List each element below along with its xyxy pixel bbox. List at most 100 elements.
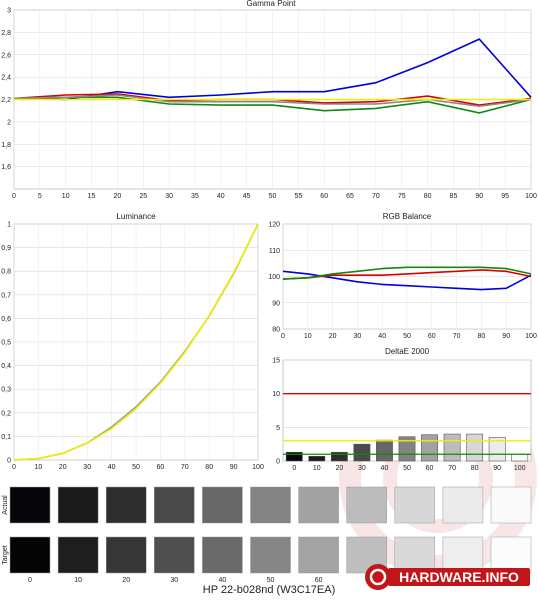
swatch-step-label: 50 [267,577,275,584]
deltae-bar [443,433,461,462]
gamma-y-tick-label: 2 [7,119,11,126]
gamma-x-tick-label: 5 [38,193,42,200]
swatch-step-label: 0 [28,577,32,584]
gamma-x-tick-label: 20 [114,193,122,200]
swatch-step-label: 30 [170,577,178,584]
gamma-y-tick-label: 2,4 [1,75,11,82]
actual-swatch [346,486,387,524]
deltae-x-tick-label: 90 [493,465,501,472]
grayscale-swatches: Actual Target 0 10 20 30 40 50 60 [2,486,532,584]
luminance-y-tick-label: 0,4 [1,363,11,370]
rgb-y-tick-label: 100 [268,274,280,281]
rgb-x-tick-label: 70 [453,333,461,340]
gamma-x-tick-label: 40 [217,193,225,200]
deltae-bar [511,453,529,462]
deltae-x-tick-label: 70 [448,465,456,472]
gamma-x-tick-label: 35 [191,193,199,200]
target-swatch [490,536,532,574]
rgb-x-tick-label: 80 [478,333,486,340]
actual-swatch [57,486,99,524]
luminance-y-tick-label: 0,9 [1,245,11,252]
deltae-x-ticks: 0 10 20 30 40 50 60 70 80 90 100 [292,465,525,472]
gamma-x-tick-label: 15 [88,193,96,200]
luminance-y-tick-label: 1 [7,222,11,229]
gamma-chart-title: Gamma Point [247,0,297,8]
luminance-x-tick-label: 30 [83,464,91,471]
luminance-x-tick-label: 70 [181,464,189,471]
actual-swatch [9,486,51,524]
actual-swatch [105,486,147,524]
actual-swatch [394,486,436,524]
target-swatch [298,536,339,574]
deltae-x-tick-label: 0 [292,465,296,472]
rgb-y-tick-label: 80 [272,327,280,334]
rgb-y-tick-label: 90 [272,300,280,307]
luminance-series-line [13,223,259,461]
deltae-bar [353,443,371,462]
actual-row-label: Actual [2,495,9,515]
luminance-x-tick-label: 100 [252,464,264,471]
luminance-series [13,223,259,461]
gamma-y-tick-label: 2,6 [1,52,11,59]
deltae-y-tick-label: 10 [272,391,280,398]
gamma-y-ticks: 1,6 1,8 2 2,2 2,4 2,6 2,8 3 [1,8,11,172]
deltae-x-tick-label: 60 [426,465,434,472]
swatch-step-label: 60 [315,577,323,584]
deltae-reference-lines [283,393,531,455]
luminance-chart-title: Luminance [116,212,156,221]
gamma-y-tick-label: 3 [7,8,11,15]
rgb-grid [282,223,532,330]
monitor-model-title: HP 22-b028nd (W3C17EA) [202,584,336,596]
rgb-series [282,266,532,291]
actual-swatch [154,486,195,524]
gamma-x-tick-label: 75 [398,193,406,200]
gamma-x-tick-label: 65 [346,193,354,200]
rgb-x-ticks: 0 10 20 30 40 50 60 70 80 90 100 [281,333,537,340]
gamma-x-tick-label: 10 [62,193,70,200]
luminance-x-tick-label: 20 [59,464,67,471]
rgb-series-line [282,266,532,280]
luminance-chart: Luminance 00,10,20,30,40,50,60,70,80,91 … [1,212,264,471]
swatch-step-label: 20 [122,577,130,584]
gamma-x-ticks: 0 5 10 15 20 25 30 35 40 45 50 55 60 65 70 75 80 85 90 95 10… [12,193,537,200]
luminance-y-ticks: 0 0,1 0,2 0,3 0,4 0,5 0,6 0,7 0,8 0,9 1 [1,222,11,465]
luminance-x-tick-label: 90 [230,464,238,471]
luminance-x-ticks: 0 10 20 30 40 50 60 70 80 90 100 [12,464,264,471]
rgb-x-tick-label: 60 [428,333,436,340]
rgb-balance-chart: RGB Balance 80 90 100 110 120 0 10 20 30 40 50 60 7… [268,212,537,340]
rgb-x-tick-label: 20 [329,333,337,340]
deltae-x-tick-label: 50 [403,465,411,472]
logo-text: HARDWARE.INFO [399,569,519,585]
luminance-y-tick-label: 0,8 [1,269,11,276]
deltae-y-tick-label: 15 [272,358,280,365]
deltae-y-ticks: 0 5 10 15 [272,358,280,466]
luminance-y-tick-label: 0,2 [1,410,11,417]
deltae-x-tick-label: 80 [471,465,479,472]
rgb-x-tick-label: 40 [378,333,386,340]
deltae-bar [330,451,348,462]
target-swatch [250,536,291,574]
actual-swatch [202,486,243,524]
rgb-x-tick-label: 0 [281,333,285,340]
gamma-x-tick-label: 50 [269,193,277,200]
rgb-y-tick-label: 120 [268,222,280,229]
deltae-x-tick-label: 30 [358,465,366,472]
target-swatch [9,536,51,574]
gamma-y-tick-label: 1,8 [1,142,11,149]
luminance-y-tick-label: 0,6 [1,316,11,323]
luminance-x-tick-label: 0 [12,464,16,471]
gamma-x-tick-label: 25 [139,193,147,200]
target-swatch [105,536,147,574]
deltae-bar [421,434,438,462]
target-swatch [202,536,243,574]
deltae-chart-title: DeltaE 2000 [385,347,430,356]
luminance-x-tick-label: 80 [205,464,213,471]
target-swatch [394,536,436,574]
luminance-x-tick-label: 60 [157,464,165,471]
actual-swatch [442,486,484,524]
gamma-series-line [13,96,532,114]
luminance-x-tick-label: 10 [35,464,43,471]
actual-swatch [490,486,532,524]
gamma-x-tick-label: 0 [12,193,16,200]
